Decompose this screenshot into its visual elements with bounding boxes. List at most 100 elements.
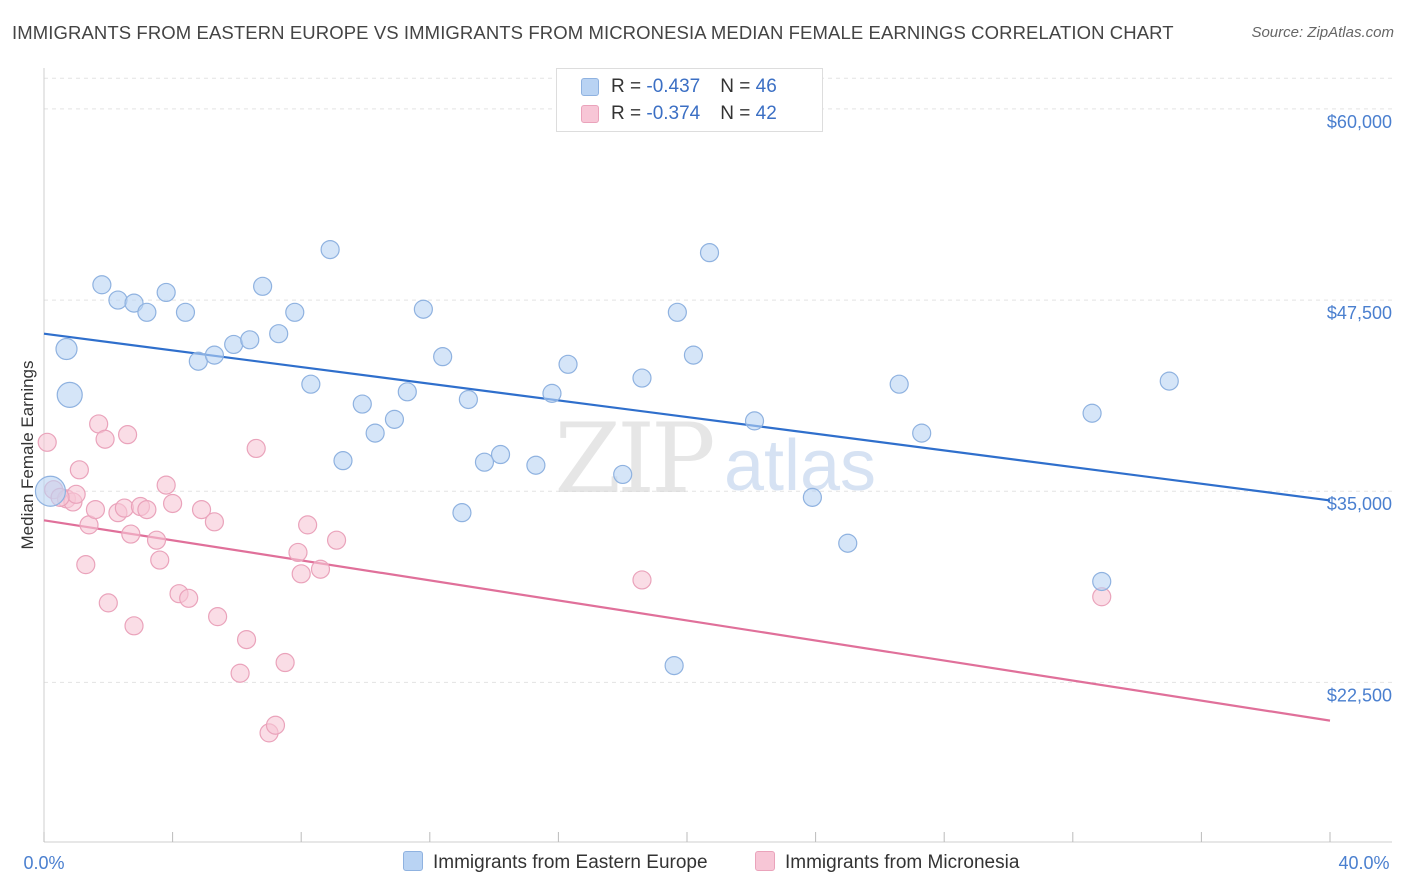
data-point-eastern-europe	[458, 389, 478, 410]
data-point-micronesia	[288, 542, 308, 563]
data-point-micronesia	[66, 484, 86, 504]
data-point-micronesia	[85, 499, 106, 520]
data-point-eastern-europe	[802, 487, 822, 507]
data-point-eastern-europe	[137, 302, 157, 322]
data-point-eastern-europe	[397, 382, 417, 402]
y-tick-labels: $22,500 $35,000 $47,500 $60,000	[1327, 112, 1392, 706]
x-tick-label-min: 0.0%	[23, 853, 64, 873]
y-tick-label: $47,500	[1327, 303, 1392, 323]
trend-lines	[43, 332, 1331, 722]
data-point-micronesia	[156, 475, 176, 495]
data-point-eastern-europe	[1159, 371, 1179, 391]
data-point-micronesia	[275, 652, 295, 673]
legend-row-eastern-europe: R = -0.437 N = 46	[581, 76, 777, 100]
data-point-eastern-europe	[664, 655, 684, 676]
gridlines	[44, 77, 1392, 683]
data-point-micronesia	[69, 460, 89, 480]
data-point-eastern-europe	[301, 374, 321, 394]
data-point-eastern-europe	[365, 423, 385, 443]
data-point-micronesia	[114, 498, 134, 518]
data-point-micronesia	[265, 715, 286, 735]
data-point-eastern-europe	[613, 464, 633, 485]
y-tick-label: $60,000	[1327, 112, 1392, 132]
data-point-eastern-europe	[542, 383, 562, 403]
data-point-eastern-europe	[188, 351, 208, 371]
data-point-micronesia	[236, 629, 257, 650]
data-point-eastern-europe	[320, 239, 340, 260]
data-point-eastern-europe	[632, 368, 652, 388]
data-point-micronesia	[179, 588, 199, 608]
data-point-eastern-europe	[175, 302, 196, 322]
legend-label-micronesia: Immigrants from Micronesia	[785, 852, 1020, 873]
data-point-micronesia	[76, 555, 96, 575]
watermark-zip: ZIP	[554, 403, 713, 515]
correlation-legend: R = -0.437 N = 46 R = -0.374 N = 42	[556, 68, 823, 132]
data-point-micronesia	[146, 530, 167, 550]
data-point-eastern-europe	[34, 475, 67, 507]
legend-item-micronesia[interactable]: Immigrants from Micronesia	[755, 850, 1020, 874]
data-point-eastern-europe	[156, 282, 176, 303]
data-point-eastern-europe	[413, 299, 433, 319]
legend-n-label: N =	[720, 103, 756, 124]
legend-r-label: R =	[611, 76, 647, 97]
data-point-eastern-europe	[490, 444, 511, 465]
legend-r-value: -0.437	[646, 76, 701, 97]
data-point-eastern-europe	[526, 455, 546, 475]
data-point-eastern-europe	[433, 347, 453, 367]
x-ticks	[43, 832, 1331, 842]
data-point-micronesia	[298, 515, 318, 535]
data-point-micronesia	[246, 438, 266, 459]
legend-swatch-pink	[755, 850, 775, 871]
trend-line-eastern-europe	[43, 332, 1331, 502]
data-point-eastern-europe	[108, 290, 128, 310]
legend-row-micronesia: R = -0.374 N = 42	[581, 103, 777, 127]
data-point-eastern-europe	[744, 411, 765, 431]
data-point-eastern-europe	[224, 334, 244, 355]
data-point-eastern-europe	[384, 409, 405, 429]
data-point-eastern-europe	[56, 381, 83, 408]
data-point-micronesia	[95, 429, 115, 449]
legend-swatch-blue	[403, 850, 423, 871]
data-point-micronesia	[163, 493, 183, 514]
chart-title: IMMIGRANTS FROM EASTERN EUROPE VS IMMIGR…	[12, 22, 1174, 43]
data-point-micronesia	[150, 550, 170, 570]
data-point-eastern-europe	[683, 345, 704, 365]
data-point-eastern-europe	[204, 345, 224, 365]
data-point-eastern-europe	[240, 330, 260, 350]
legend-item-eastern-europe[interactable]: Immigrants from Eastern Europe	[403, 850, 708, 874]
y-axis-title: Median Female Earnings	[18, 361, 37, 550]
legend-label-eastern-europe: Immigrants from Eastern Europe	[433, 852, 708, 873]
axes	[43, 68, 1392, 843]
data-point-micronesia	[37, 432, 57, 452]
data-point-eastern-europe	[92, 275, 112, 295]
data-point-micronesia	[208, 607, 228, 627]
legend-r-label: R =	[611, 103, 647, 124]
series-eastern-europe-points	[34, 239, 1179, 676]
data-point-micronesia	[98, 593, 118, 613]
data-point-micronesia	[117, 425, 138, 445]
data-point-eastern-europe	[452, 503, 472, 523]
legend-n-value: 42	[755, 103, 777, 124]
data-point-eastern-europe	[1082, 403, 1102, 423]
data-point-eastern-europe	[269, 324, 289, 344]
data-point-micronesia	[124, 616, 144, 636]
data-point-eastern-europe	[474, 452, 495, 472]
data-point-eastern-europe	[285, 302, 305, 322]
data-point-eastern-europe	[912, 423, 932, 443]
data-point-micronesia	[230, 663, 250, 683]
data-point-eastern-europe	[667, 302, 687, 322]
data-point-eastern-europe	[352, 394, 372, 414]
legend-n-label: N =	[720, 76, 756, 97]
data-point-micronesia	[632, 570, 652, 590]
legend-n-value: 46	[755, 76, 777, 97]
data-point-eastern-europe	[558, 354, 578, 374]
data-point-micronesia	[291, 564, 311, 584]
chart-source: Source: ZipAtlas.com	[1251, 24, 1394, 41]
data-point-eastern-europe	[699, 243, 720, 263]
legend-swatch-pink	[581, 104, 599, 123]
data-point-micronesia	[191, 499, 212, 520]
data-point-micronesia	[310, 559, 331, 579]
data-point-eastern-europe	[253, 276, 273, 296]
series-legend: Immigrants from Eastern Europe Immigrant…	[0, 850, 1406, 878]
